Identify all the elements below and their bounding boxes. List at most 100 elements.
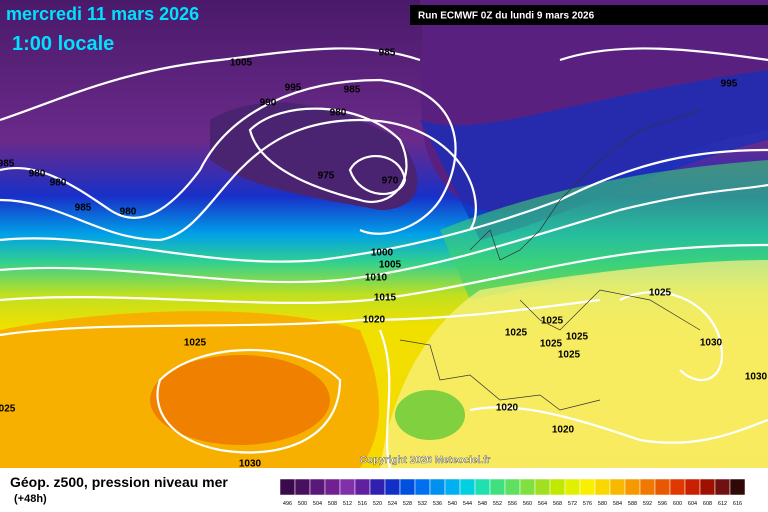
scale-swatch — [624, 478, 641, 496]
scale-swatch — [489, 478, 506, 496]
scale-swatch — [294, 478, 311, 496]
scale-swatch — [324, 478, 341, 496]
scale-swatch — [504, 478, 521, 496]
scale-swatch — [384, 478, 401, 496]
scale-swatch — [639, 478, 656, 496]
scale-label: 612 — [718, 501, 727, 507]
scale-swatch — [534, 478, 551, 496]
scale-swatch — [699, 478, 716, 496]
time-text: 1:00 locale — [12, 33, 114, 55]
scale-swatch — [714, 478, 731, 496]
isobar-label: 1025 — [649, 288, 672, 299]
legend-title: Géop. z500, pression niveau mer — [10, 474, 228, 490]
scale-swatch — [414, 478, 431, 496]
isobar-label: 1020 — [496, 403, 519, 414]
scale-swatch — [654, 478, 671, 496]
scale-swatch — [564, 478, 581, 496]
isobar-label: 980 — [50, 178, 67, 189]
scale-label: 576 — [583, 501, 592, 507]
isobar-label: 995 — [285, 83, 302, 94]
isobar-label: 1025 — [540, 339, 563, 350]
scale-label: 596 — [658, 501, 667, 507]
scale-label: 588 — [628, 501, 637, 507]
scale-swatch — [684, 478, 701, 496]
scale-label: 544 — [463, 501, 472, 507]
scale-swatch — [474, 478, 491, 496]
scale-label: 528 — [403, 501, 412, 507]
scale-swatch — [354, 478, 371, 496]
scale-label: 512 — [343, 501, 352, 507]
scale-label: 524 — [388, 501, 397, 507]
scale-label: 508 — [328, 501, 337, 507]
scale-label: 572 — [568, 501, 577, 507]
blue-band — [420, 70, 768, 240]
scale-label: 504 — [313, 501, 322, 507]
scale-swatch — [429, 478, 446, 496]
scale-label: 568 — [553, 501, 562, 507]
scale-label: 540 — [448, 501, 457, 507]
isobar-label: 985 — [0, 159, 15, 170]
scale-swatch — [309, 478, 326, 496]
isobar-label: 1025 — [541, 316, 564, 327]
pale-high — [380, 260, 768, 468]
isobar-label: 980 — [330, 108, 347, 119]
date-text: mercredi 11 mars 2026 — [6, 4, 199, 24]
isobar-label: 1010 — [365, 273, 388, 284]
scale-label: 536 — [433, 501, 442, 507]
isobar-label: 990 — [260, 98, 277, 109]
orange-core — [150, 355, 330, 445]
isobar-label: 1025 — [566, 332, 589, 343]
scale-label: 532 — [418, 501, 427, 507]
scale-swatch — [279, 478, 296, 496]
scale-label: 516 — [358, 501, 367, 507]
scale-label: 560 — [523, 501, 532, 507]
scale-swatch — [444, 478, 461, 496]
scale-label: 616 — [733, 501, 742, 507]
scale-swatch — [519, 478, 536, 496]
isobar-label: 1025 — [505, 328, 528, 339]
scale-swatch — [669, 478, 686, 496]
scale-swatch — [369, 478, 386, 496]
isobar-label: 1030 — [239, 459, 262, 470]
scale-label: 584 — [613, 501, 622, 507]
scale-swatch — [459, 478, 476, 496]
isobar-label: 1005 — [379, 260, 402, 271]
scale-swatch — [549, 478, 566, 496]
isobar-label: 1025 — [558, 350, 581, 361]
scale-label: 552 — [493, 501, 502, 507]
scale-label: 500 — [298, 501, 307, 507]
scale-label: 564 — [538, 501, 547, 507]
isobar-label: 985 — [344, 85, 361, 96]
isobars — [0, 47, 768, 469]
scale-label: 608 — [703, 501, 712, 507]
isobar-label: 025 — [0, 404, 16, 415]
isobar-label: 980 — [120, 207, 137, 218]
isobar-label: 970 — [382, 176, 399, 187]
isobar-label: 975 — [318, 171, 335, 182]
green-spot — [395, 390, 465, 440]
isobar-label: 1020 — [552, 425, 575, 436]
isobar-label: 1015 — [374, 293, 397, 304]
scale-label: 580 — [598, 501, 607, 507]
scale-swatch — [729, 478, 746, 496]
isobar-label: 1030 — [700, 338, 723, 349]
isobar-label: 985 — [379, 48, 396, 59]
isobar-label: 980 — [29, 169, 46, 180]
scale-swatch — [609, 478, 626, 496]
copyright: Copyright 2026 Meteociel.fr — [360, 455, 491, 466]
scale-swatch — [339, 478, 356, 496]
isobar-label: 1000 — [371, 248, 394, 259]
scale-label: 600 — [673, 501, 682, 507]
low-core — [210, 102, 418, 210]
scale-swatch — [579, 478, 596, 496]
scale-label: 604 — [688, 501, 697, 507]
scale-label: 592 — [643, 501, 652, 507]
isobar-label: 1020 — [363, 315, 386, 326]
lead-time: (+48h) — [14, 493, 47, 505]
scale-label: 556 — [508, 501, 517, 507]
scale-label: 496 — [283, 501, 292, 507]
isobar-label: 1030 — [745, 372, 768, 383]
scale-swatch — [594, 478, 611, 496]
coastlines — [399, 109, 701, 411]
